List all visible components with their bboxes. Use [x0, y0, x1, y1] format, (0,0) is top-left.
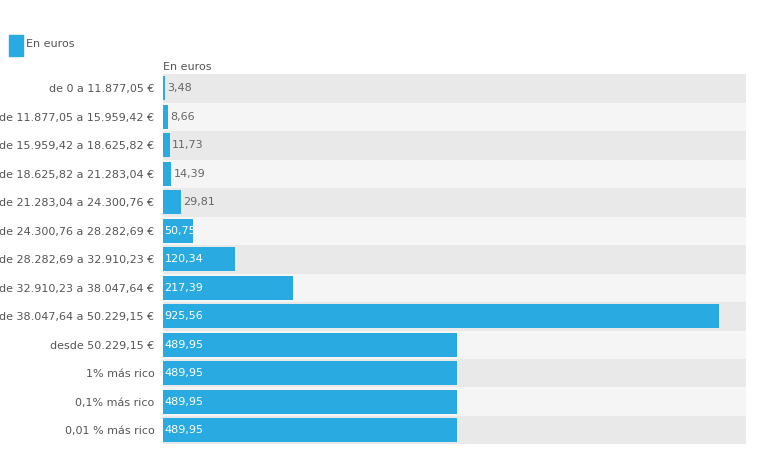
Bar — [163, 188, 746, 217]
Bar — [163, 105, 168, 129]
Bar — [163, 418, 457, 442]
Text: 8,66: 8,66 — [170, 112, 195, 122]
Bar — [163, 76, 165, 100]
Bar — [163, 162, 171, 186]
Text: En euros: En euros — [26, 39, 75, 49]
Text: 11,73: 11,73 — [172, 140, 204, 150]
Text: 489,95: 489,95 — [164, 397, 204, 407]
Bar — [163, 160, 746, 188]
Bar — [163, 219, 193, 243]
Bar — [163, 190, 181, 214]
Bar — [163, 304, 719, 328]
Bar — [163, 390, 457, 414]
Bar — [163, 103, 746, 131]
Text: 489,95: 489,95 — [164, 340, 204, 350]
Text: 29,81: 29,81 — [183, 197, 215, 207]
Bar — [163, 247, 235, 271]
Bar — [163, 74, 746, 103]
Bar — [163, 275, 294, 300]
Bar — [163, 131, 746, 160]
Bar — [163, 274, 746, 302]
Text: En euros: En euros — [163, 62, 211, 72]
Bar — [163, 332, 457, 357]
Bar — [163, 359, 746, 388]
Text: 120,34: 120,34 — [164, 254, 204, 264]
Bar — [163, 361, 457, 385]
Text: 489,95: 489,95 — [164, 425, 204, 435]
Bar — [163, 388, 746, 416]
Text: 3,48: 3,48 — [167, 83, 192, 94]
Text: 50,75: 50,75 — [164, 226, 196, 236]
Text: 217,39: 217,39 — [164, 283, 204, 293]
Text: 14,39: 14,39 — [174, 169, 206, 179]
Bar — [163, 133, 170, 157]
Bar — [163, 217, 746, 245]
Bar — [163, 331, 746, 359]
Bar — [163, 245, 746, 274]
Bar — [163, 302, 746, 331]
Bar — [163, 416, 746, 444]
Text: 925,56: 925,56 — [164, 311, 204, 321]
Text: 489,95: 489,95 — [164, 368, 204, 378]
